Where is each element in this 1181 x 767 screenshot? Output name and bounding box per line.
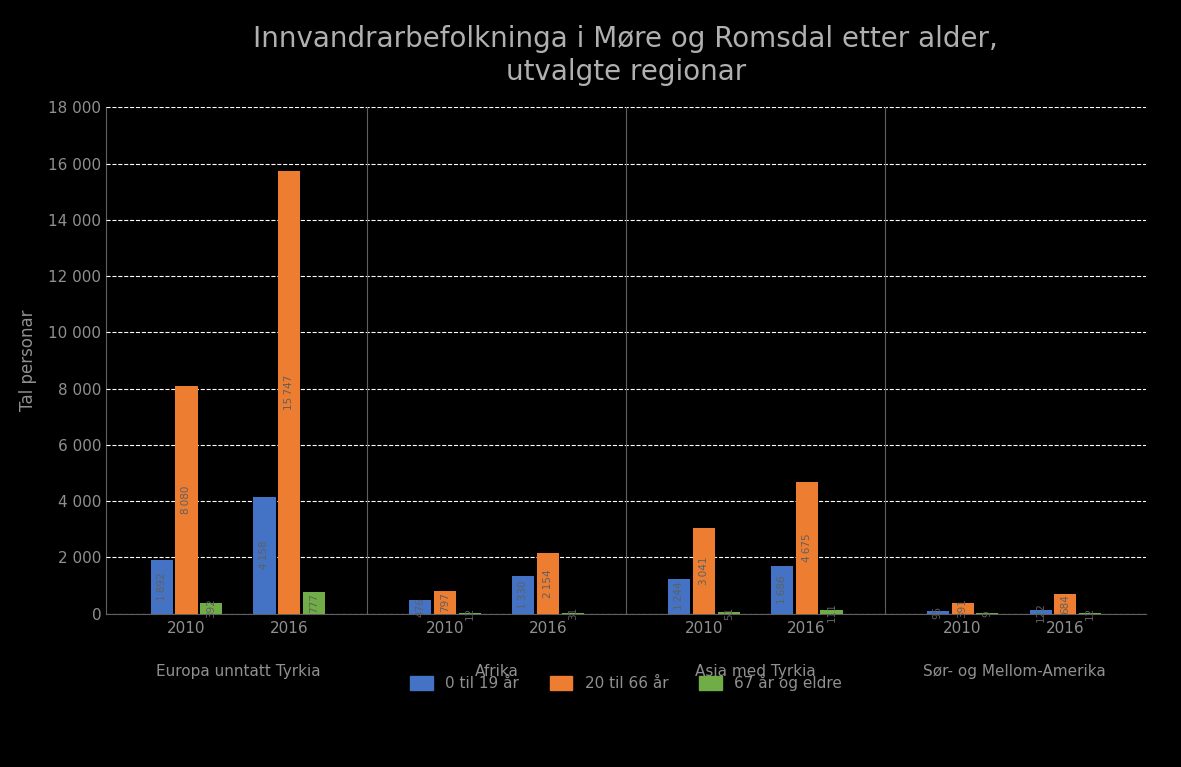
Bar (513, 576, 534, 614)
Bar (410, 601, 431, 614)
Text: Asia med Tyrkia: Asia med Tyrkia (694, 664, 816, 680)
Text: 4 675: 4 675 (802, 534, 811, 562)
Text: 111: 111 (827, 602, 836, 622)
Bar (562, 613, 583, 614)
Text: 8 080: 8 080 (182, 486, 191, 514)
Bar (693, 528, 715, 614)
Bar (279, 171, 300, 614)
Bar (1030, 611, 1051, 614)
Bar (537, 553, 559, 614)
Bar (668, 578, 690, 614)
Text: 684: 684 (1061, 594, 1070, 614)
Text: 4 158: 4 158 (260, 541, 269, 569)
Bar (952, 603, 973, 614)
Text: 15 747: 15 747 (285, 374, 294, 410)
Bar (1055, 594, 1076, 614)
Bar (821, 611, 842, 614)
Bar (718, 612, 739, 614)
Text: 3 041: 3 041 (699, 557, 709, 585)
Text: 1 244: 1 244 (674, 582, 684, 611)
Title: Innvandrarbefolkninga i Møre og Romsdal etter alder,
utvalgte regionar: Innvandrarbefolkninga i Møre og Romsdal … (254, 25, 998, 86)
Text: 12: 12 (465, 607, 475, 620)
Text: 797: 797 (441, 592, 450, 612)
Text: Sør- og Mellom-Amerika: Sør- og Mellom-Amerika (922, 664, 1105, 680)
Text: 12: 12 (1085, 607, 1095, 620)
Text: 1 892: 1 892 (157, 573, 167, 601)
Text: 31: 31 (568, 607, 578, 620)
Text: Afrika: Afrika (475, 664, 518, 680)
Bar (435, 591, 456, 614)
Bar (771, 566, 792, 614)
Text: 1 686: 1 686 (777, 575, 787, 604)
Text: 391: 391 (958, 598, 967, 618)
Y-axis label: Tal personar: Tal personar (19, 310, 37, 411)
Legend: 0 til 19 år, 20 til 66 år, 67 år og eldre: 0 til 19 år, 20 til 66 år, 67 år og eldr… (404, 668, 848, 697)
Bar (304, 592, 325, 614)
Text: 476: 476 (416, 597, 425, 617)
Text: 122: 122 (1036, 602, 1045, 622)
Bar (176, 387, 197, 614)
Text: 1 330: 1 330 (518, 581, 528, 609)
Bar (254, 497, 275, 614)
Text: 95: 95 (933, 606, 942, 619)
Text: 392: 392 (207, 598, 216, 618)
Text: Europa unntatt Tyrkia: Europa unntatt Tyrkia (156, 664, 320, 680)
Bar (151, 561, 172, 614)
Bar (796, 482, 817, 614)
Text: 9: 9 (983, 611, 992, 617)
Bar (201, 603, 222, 614)
Text: 777: 777 (309, 593, 319, 613)
Text: 2 154: 2 154 (543, 569, 553, 597)
Bar (927, 611, 948, 614)
Text: 51: 51 (724, 606, 733, 620)
